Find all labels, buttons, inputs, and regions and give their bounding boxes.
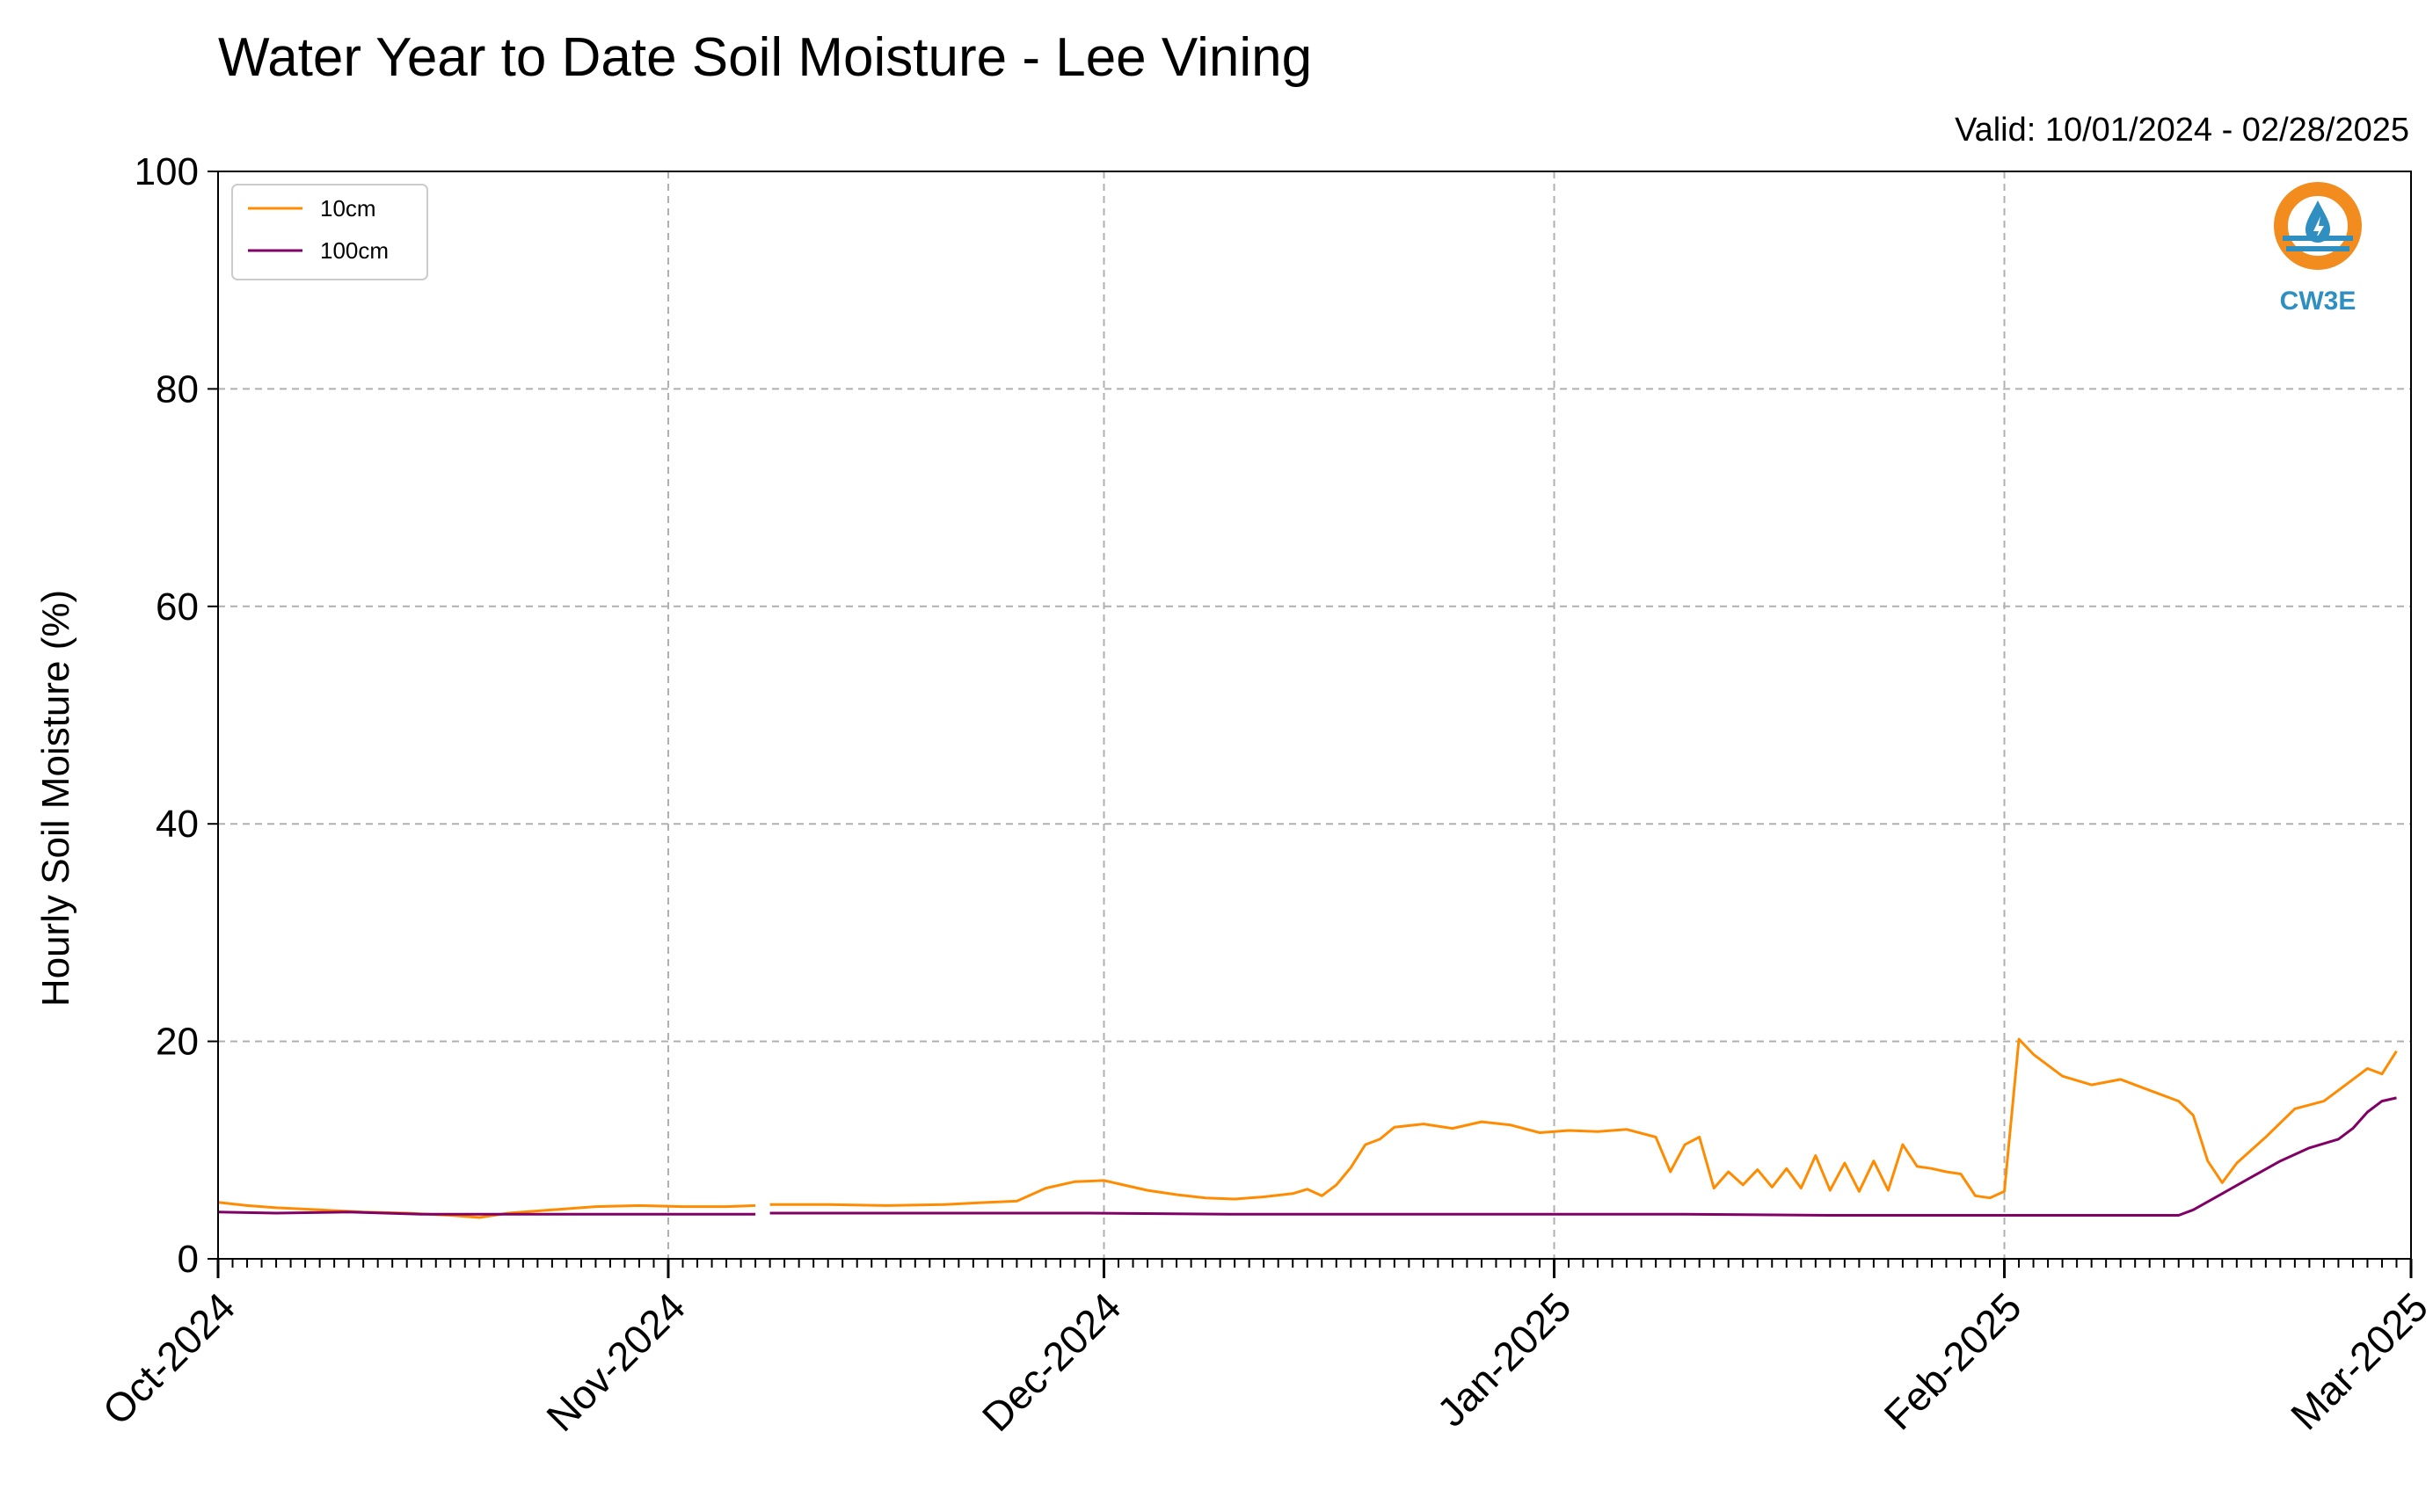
x-tick-label: Feb-2025: [1876, 1283, 2030, 1438]
series-line-10cm: [769, 1037, 2398, 1207]
legend-label-100cm: 100cm: [320, 237, 389, 264]
y-axis-label: Hourly Soil Moisture (%): [34, 590, 77, 1007]
cw3e-logo: CW3E: [2274, 182, 2362, 316]
chart-subtitle: Valid: 10/01/2024 - 02/28/2025: [1955, 112, 2409, 149]
axes-layer: [208, 171, 2413, 1278]
lightning-icon: [2313, 216, 2324, 241]
logo-ring: [2274, 182, 2362, 270]
y-tick-label: 60: [156, 585, 199, 629]
grid-layer: [217, 171, 2412, 1260]
logo-wave: [2283, 236, 2353, 241]
y-tick-label: 80: [156, 367, 199, 411]
legend: 10cm 100cm: [231, 184, 428, 280]
plot-frame: [217, 171, 2412, 1260]
series-line-100cm: [217, 1210, 756, 1216]
x-tick-label: Dec-2024: [973, 1283, 1130, 1440]
series-line-100cm: [769, 1096, 2397, 1217]
y-tick-label: 0: [178, 1238, 199, 1281]
logo-wave: [2286, 246, 2349, 251]
x-tick-labels: Oct-2024 Nov-2024 Dec-2024 Jan-2025 Feb-2025…: [94, 1283, 2433, 1440]
y-tick-label: 20: [156, 1021, 199, 1064]
series-line-10cm: [217, 1201, 756, 1219]
x-tick-label: Oct-2024: [94, 1283, 244, 1434]
water-drop-icon: [2306, 200, 2330, 243]
series-layer: [217, 1037, 2398, 1219]
x-tick-label: Jan-2025: [1428, 1283, 1579, 1435]
y-tick-label: 100: [135, 150, 199, 193]
logo-text: CW3E: [2280, 287, 2357, 316]
x-tick-label: Nov-2024: [537, 1283, 694, 1440]
chart-title: Water Year to Date Soil Moisture - Lee V…: [218, 27, 1312, 88]
y-tick-labels: 0 20 40 60 80 100: [135, 150, 199, 1281]
x-tick-label: Mar-2025: [2282, 1283, 2433, 1438]
legend-label-10cm: 10cm: [320, 195, 376, 222]
y-tick-label: 40: [156, 803, 199, 846]
